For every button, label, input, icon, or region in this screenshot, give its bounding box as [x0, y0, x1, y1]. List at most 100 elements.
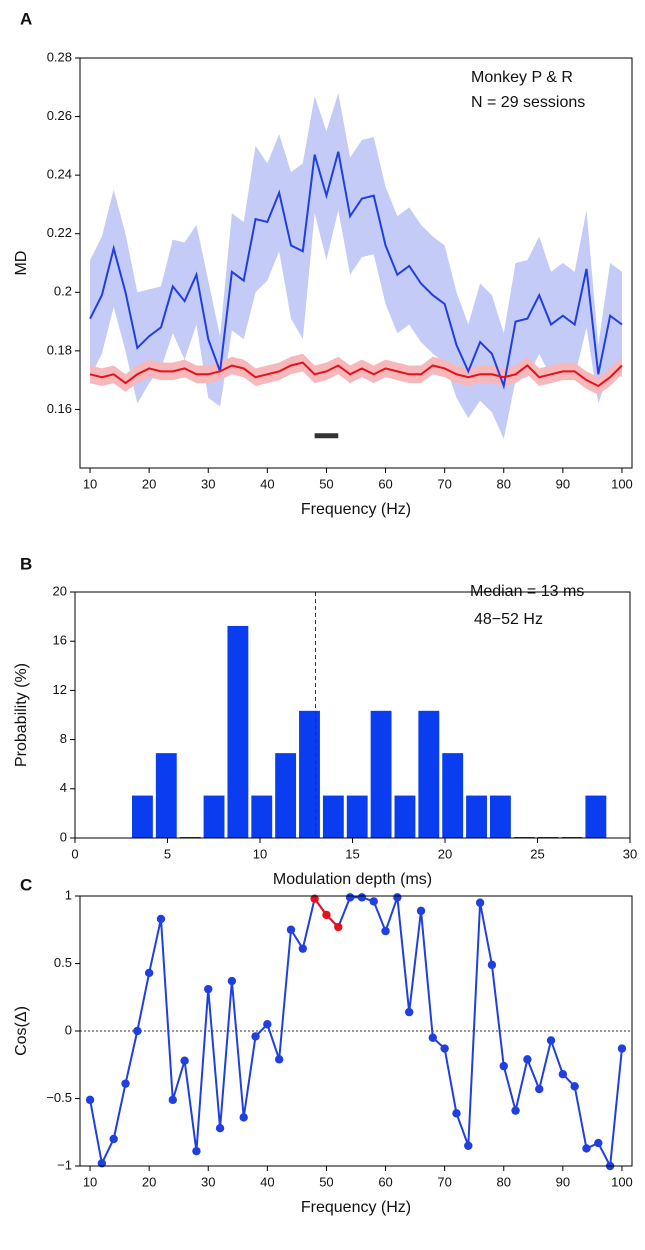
point — [156, 914, 166, 924]
y-axis-label: Probability (%) — [13, 663, 30, 767]
bar — [370, 710, 392, 838]
error-band — [90, 93, 622, 439]
point — [121, 1079, 130, 1088]
point — [381, 926, 390, 936]
x-tick-label: 80 — [497, 476, 511, 491]
point — [452, 1109, 461, 1118]
point — [393, 893, 402, 902]
bar — [466, 795, 487, 838]
y-tick-label: 0.2 — [54, 284, 72, 299]
x-axis-label: Frequency (Hz) — [301, 1199, 411, 1216]
point — [192, 1146, 201, 1156]
point — [582, 1144, 591, 1153]
y-tick-label: 16 — [53, 633, 67, 648]
point — [475, 898, 485, 907]
point — [286, 925, 296, 934]
bar — [275, 753, 297, 838]
y-tick-label: 0.26 — [47, 108, 72, 123]
y-tick-label: 0 — [65, 1022, 72, 1037]
annotation: 48−52 Hz — [474, 611, 543, 628]
x-tick-label: 100 — [611, 476, 633, 491]
bar — [418, 710, 440, 838]
point — [499, 1061, 508, 1071]
point — [523, 1055, 532, 1064]
point — [133, 1026, 142, 1036]
point — [428, 1033, 438, 1042]
point — [440, 1044, 449, 1053]
x-tick-label: 90 — [556, 476, 570, 491]
plot-frame — [79, 895, 633, 1167]
x-tick-label: 40 — [260, 476, 274, 491]
panel-label: B — [20, 554, 32, 573]
x-tick-label: 60 — [378, 476, 392, 491]
point — [298, 944, 308, 953]
y-tick-label: 8 — [60, 731, 67, 746]
y-tick-label: 0.5 — [54, 955, 72, 970]
point — [404, 1007, 414, 1017]
bar — [203, 795, 225, 838]
point — [546, 1036, 556, 1045]
line — [89, 361, 623, 388]
bar — [346, 795, 368, 838]
x-axis-label: Modulation depth (ms) — [273, 871, 432, 888]
panel-label: C — [20, 875, 32, 894]
x-tick-label: 70 — [437, 476, 451, 491]
x-axis-label: Frequency (Hz) — [301, 501, 411, 518]
x-tick-label: 90 — [556, 1174, 570, 1189]
plot-frame — [79, 57, 633, 469]
x-tick-label: 100 — [611, 1174, 633, 1189]
point — [180, 1056, 189, 1065]
bar — [227, 625, 249, 838]
x-tick-label: 50 — [319, 1174, 333, 1189]
point — [570, 1082, 579, 1091]
y-tick-label: 12 — [53, 682, 67, 697]
annotation: N = 29 sessions — [471, 94, 585, 111]
point — [274, 1055, 284, 1064]
point — [617, 1044, 627, 1053]
y-tick-label: 1 — [65, 887, 72, 902]
point — [558, 1070, 568, 1079]
x-tick-label: 30 — [201, 1174, 215, 1189]
bar — [132, 795, 153, 838]
point — [239, 1113, 248, 1122]
y-tick-label: 0 — [60, 829, 67, 844]
point — [215, 1124, 225, 1133]
y-axis-label: Cos(Δ) — [13, 1006, 30, 1056]
x-tick-label: 80 — [497, 1174, 511, 1189]
point — [369, 897, 378, 906]
error-band — [90, 353, 622, 395]
y-tick-label: 20 — [53, 583, 67, 598]
y-tick-label: −1 — [57, 1157, 72, 1172]
point — [204, 984, 213, 994]
line — [89, 896, 623, 1170]
point — [251, 1032, 260, 1041]
x-tick-label: 25 — [530, 846, 544, 861]
x-tick-label: 20 — [438, 846, 452, 861]
y-tick-label: 0.22 — [47, 225, 72, 240]
point — [357, 893, 367, 902]
point — [511, 1106, 520, 1115]
y-tick-label: 0.16 — [47, 401, 72, 416]
bar — [299, 710, 320, 838]
bar — [155, 753, 177, 838]
point — [334, 922, 343, 932]
plot-frame — [74, 591, 631, 839]
x-tick-label: 20 — [142, 1174, 156, 1189]
point — [416, 906, 426, 916]
point — [144, 968, 154, 978]
point — [535, 1084, 544, 1094]
x-tick-label: 0 — [71, 846, 78, 861]
y-tick-label: 4 — [60, 780, 67, 795]
point — [109, 1134, 118, 1144]
point — [464, 1141, 473, 1150]
x-tick-label: 30 — [201, 476, 215, 491]
panel-label: A — [20, 9, 32, 28]
point — [594, 1138, 603, 1148]
y-tick-label: 0.28 — [47, 49, 72, 64]
bar — [394, 795, 416, 838]
x-tick-label: 30 — [623, 846, 637, 861]
point — [310, 894, 319, 903]
x-tick-label: 20 — [142, 476, 156, 491]
point — [487, 960, 497, 970]
